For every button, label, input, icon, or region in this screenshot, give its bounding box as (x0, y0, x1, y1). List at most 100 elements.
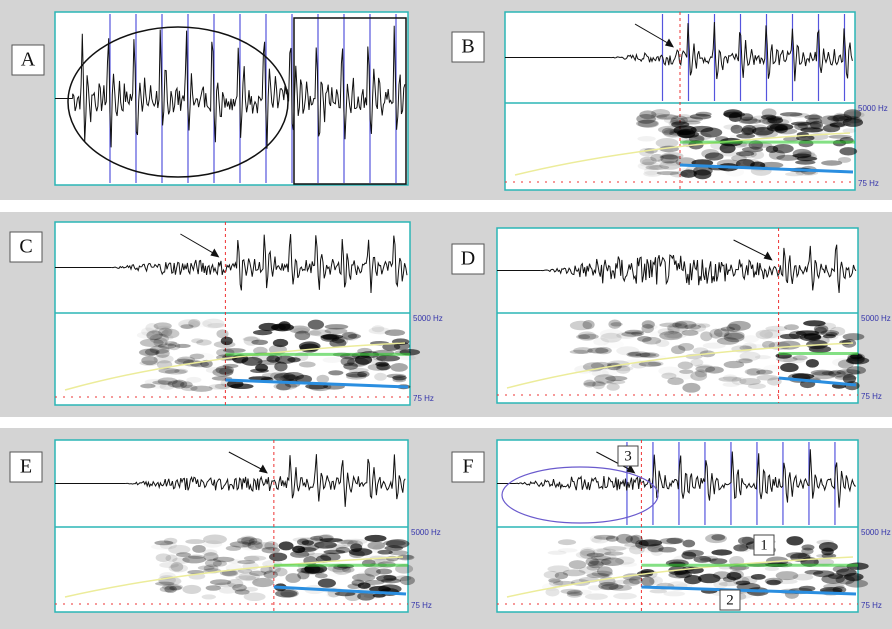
spectrogram-blob (742, 147, 763, 153)
spectrogram-blob (202, 549, 217, 556)
spectrogram-blob (845, 580, 868, 588)
freq-label: 5000 Hz (413, 314, 443, 323)
spectrogram-blob (578, 331, 596, 341)
spectrogram-blob (835, 375, 857, 380)
spectrogram-blob (299, 361, 316, 367)
spectrogram-blob (765, 578, 783, 585)
spectrogram-blob (259, 323, 279, 331)
spectrogram-blob (833, 113, 845, 121)
spectrogram-blob (154, 540, 173, 545)
spectrogram-blob (693, 133, 711, 141)
spectrogram-blob (670, 171, 688, 177)
spectrogram-blob (325, 324, 349, 329)
spectrogram-blob (548, 578, 560, 582)
spectrogram-blob (613, 593, 637, 599)
spectrogram-blob (346, 374, 366, 380)
spectrogram-blob (642, 337, 661, 345)
spectrogram-blob (709, 558, 727, 564)
spectrogram-blob (323, 357, 342, 363)
spectrogram-blob (399, 355, 416, 360)
freq-label: 75 Hz (861, 392, 882, 401)
spectrogram-blob (648, 361, 664, 366)
spectrogram-blob (839, 147, 857, 155)
spectrogram-blob (555, 572, 568, 579)
spectrogram-blob (673, 555, 686, 564)
spectrogram-blob (843, 333, 865, 340)
spectrogram-blob (213, 557, 235, 562)
spectrogram-blob (180, 324, 193, 329)
spectrogram-blob (793, 574, 814, 581)
spectrogram-blob (279, 375, 300, 381)
spectrogram-blob (341, 357, 355, 366)
spectrogram-blob (669, 131, 684, 136)
spectrogram-blob (182, 585, 201, 594)
spectrogram-blob (592, 381, 605, 390)
spectrogram-blob (587, 553, 605, 557)
spectrogram-blob (601, 584, 624, 590)
spectrogram-blob (317, 375, 330, 384)
spectrogram-blob (244, 593, 266, 601)
spectrogram-blob (723, 111, 745, 117)
spectrogram-blob (230, 541, 252, 547)
spectrogram-blob (558, 539, 576, 545)
spectrogram-blob (829, 120, 848, 128)
spectrogram-blob (207, 323, 226, 328)
spectrogram-blob (308, 320, 324, 330)
spectrogram-blob (719, 582, 739, 587)
spectrogram-blob (140, 384, 155, 389)
spectrogram-blob (285, 573, 301, 583)
spectrogram-blob (830, 327, 846, 336)
spectrogram-blob (806, 359, 819, 368)
freq-label: 5000 Hz (861, 314, 891, 323)
spectrogram-blob (279, 541, 294, 550)
spectrogram-blob (620, 562, 638, 567)
spectrogram-blob (593, 338, 609, 346)
spectrogram-blob (182, 556, 206, 564)
spectrogram-blob (269, 552, 287, 561)
spectrogram-blob (570, 350, 589, 354)
spectrogram-blob (739, 544, 751, 553)
panel-letter: B (461, 36, 474, 58)
spectrogram-blob (605, 376, 627, 381)
spectrogram-blob (168, 545, 190, 554)
panel-letter: F (462, 456, 473, 478)
spectrogram-blob (751, 574, 766, 580)
spectrogram-blob (392, 375, 407, 380)
spectrogram-blob (838, 359, 854, 368)
spectrogram-blob (723, 382, 740, 387)
spectrogram-blob (757, 375, 779, 381)
spectrogram-blob (203, 534, 227, 544)
spectrogram-blob (723, 576, 736, 582)
spectrogram-blob (376, 363, 390, 370)
spectrogram-blob (628, 352, 641, 356)
spectrogram-blob (244, 556, 259, 562)
spectrogram-blob (811, 370, 834, 376)
spectrogram-blob (696, 112, 712, 117)
spectrogram-blob (548, 551, 567, 555)
spectrogram-blob (691, 126, 714, 132)
spectrogram-blob (700, 331, 712, 341)
spectrogram-blob (608, 320, 621, 329)
spectrogram-blob (667, 323, 688, 333)
spectrogram-blob (159, 562, 179, 568)
spectrogram-blob (383, 540, 406, 546)
spectrogram-blob (645, 165, 669, 170)
spectrogram-blob (660, 538, 682, 544)
spectrogram-blob (305, 330, 322, 335)
spectrogram-blob (756, 330, 773, 339)
spectrogram-blob (597, 566, 613, 576)
spectrogram-blob (150, 345, 170, 353)
spectrogram-blob (223, 364, 239, 368)
spectrogram-blob (821, 160, 842, 165)
spectrogram-blob (400, 576, 415, 585)
spectrogram-blob (262, 547, 280, 554)
spectrogram-blob (156, 553, 172, 562)
spectrogram-blob (385, 545, 403, 550)
spectrogram-blob (711, 534, 725, 540)
spectrogram-blob (780, 363, 799, 372)
callout: 3 (624, 448, 632, 464)
spectrogram-blob (730, 135, 742, 140)
spectrogram-blob (721, 327, 735, 332)
spectrogram-blob (245, 576, 258, 583)
callout: 2 (726, 592, 734, 608)
